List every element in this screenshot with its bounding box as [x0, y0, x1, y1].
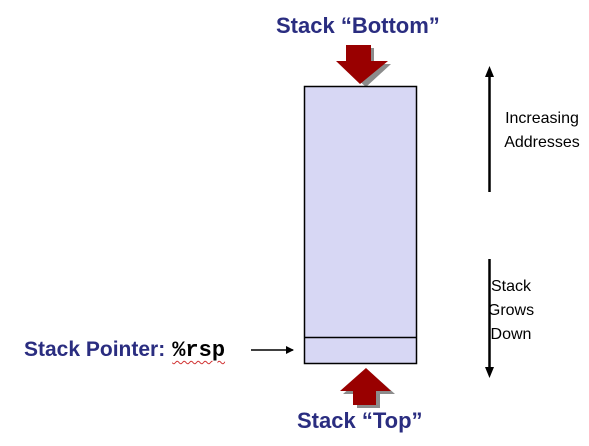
stack-line: Stack	[490, 278, 531, 295]
grows-line: Grows	[487, 302, 535, 319]
stack-top-arrow	[340, 368, 395, 408]
stack-pointer-text: Stack Pointer:	[24, 338, 166, 361]
down-line: Down	[490, 326, 532, 343]
stack-grows-down-label: Stack Grows Down	[487, 275, 535, 347]
addresses-line: Addresses	[504, 134, 580, 151]
increasing-addresses-arrow	[485, 66, 494, 192]
stack-pointer-label: Stack Pointer: %rsp	[24, 338, 225, 363]
increasing-line: Increasing	[505, 110, 579, 127]
stack-bottom-arrow	[336, 45, 391, 87]
stack-bottom-label: Stack “Bottom”	[276, 13, 440, 38]
grows-down-arrow	[485, 259, 494, 378]
stack-pointer-register: %rsp	[172, 338, 226, 363]
stack-top-label: Stack “Top”	[297, 408, 423, 433]
increasing-addresses-label: Increasing Addresses	[490, 107, 589, 155]
stack-memory-block	[303, 85, 418, 365]
